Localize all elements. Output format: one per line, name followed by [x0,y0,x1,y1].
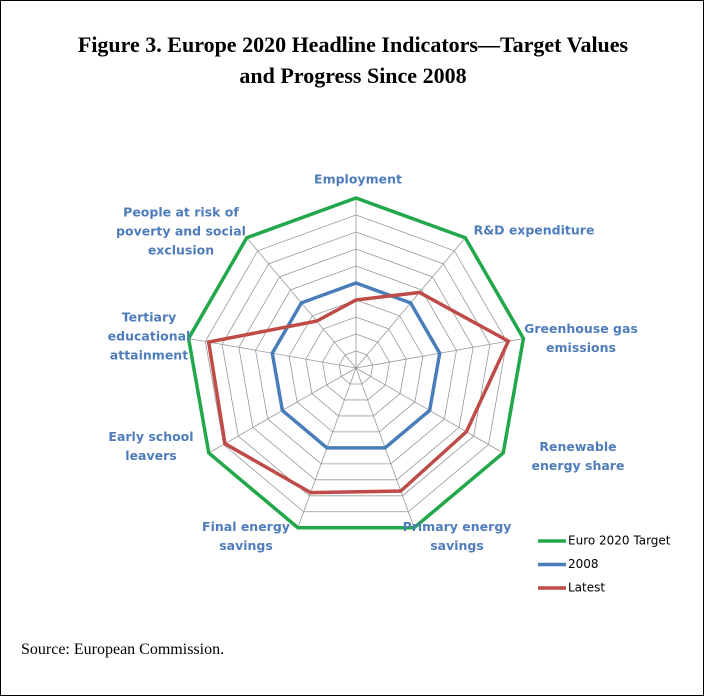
legend-label: Latest [568,581,605,595]
grid-ring [221,231,491,497]
category-label: Final energy savings [202,519,290,553]
category-label: Renewable energy share [531,439,625,473]
category-label: R&D expenditure [473,222,595,238]
grid-ring [288,299,424,433]
category-label: People at risk of poverty and social exc… [116,204,246,258]
source-note: Source: European Commission. [21,641,225,658]
category-label: Primary energy savings [402,519,512,553]
series-line [186,196,526,530]
grid-ring [204,214,508,513]
legend-label: 2008 [568,557,599,571]
category-label: Tertiary educational attainment [107,309,191,363]
category-label: Greenhouse gas emissions [524,321,638,355]
category-label: Employment [314,171,402,187]
grid-ring [305,316,407,417]
legend-label: Euro 2020 Target [568,534,671,548]
category-label: Early school leavers [108,429,194,463]
grid-ring [322,333,390,401]
grid-ring [255,265,457,465]
chart-title: Figure 3. Europe 2020 Headline Indicator… [77,32,629,88]
series-line [206,290,511,495]
grid-ring [338,350,374,385]
